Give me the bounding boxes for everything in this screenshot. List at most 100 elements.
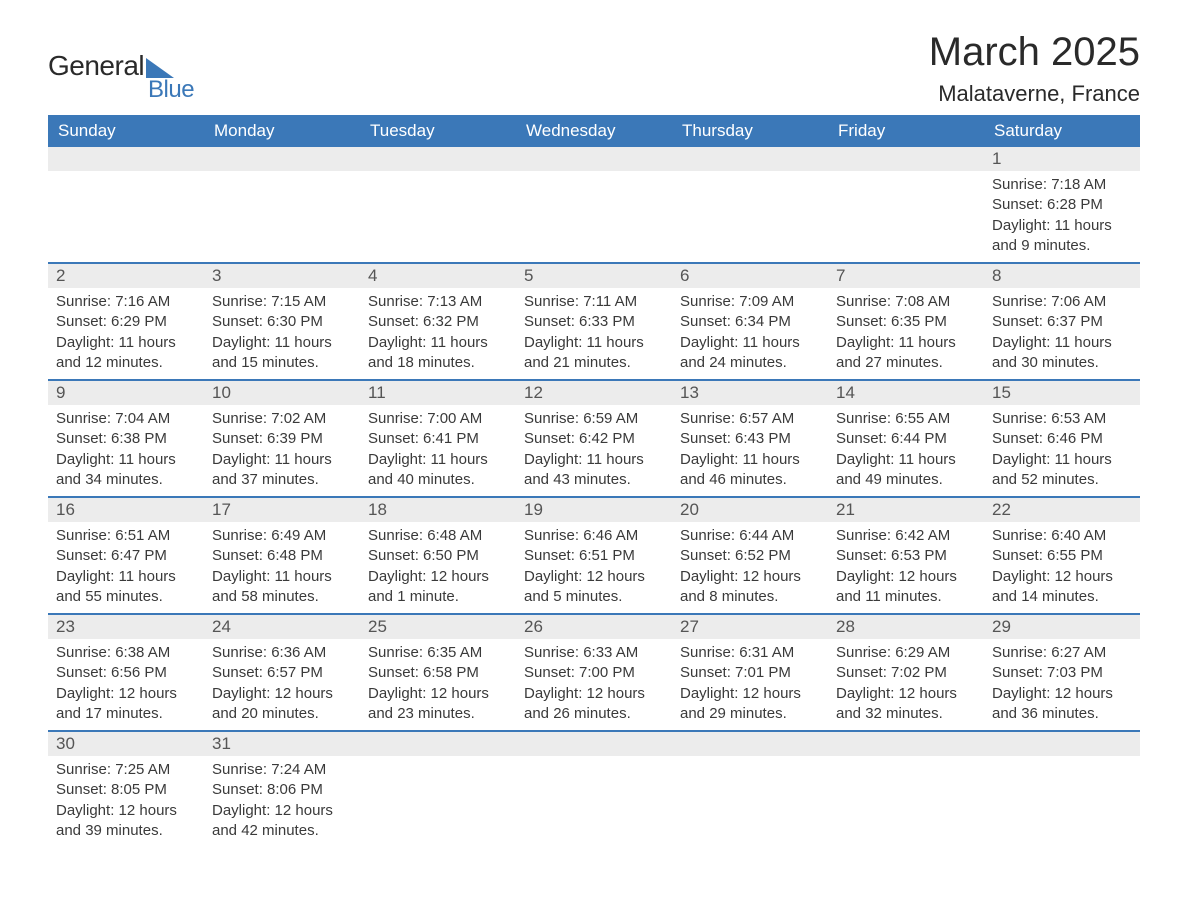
day-line: Sunrise: 7:08 AM [836, 292, 976, 312]
day-line: Sunrise: 7:15 AM [212, 292, 352, 312]
day-body: Sunrise: 7:06 AMSunset: 6:37 PMDaylight:… [984, 288, 1140, 379]
day-number: 4 [360, 264, 516, 288]
day-body: Sunrise: 6:31 AMSunset: 7:01 PMDaylight:… [672, 639, 828, 730]
weekday-header: Saturday [984, 115, 1140, 147]
day-line: Daylight: 11 hours and 18 minutes. [368, 333, 508, 374]
day-line: Sunset: 6:57 PM [212, 663, 352, 683]
day-body: Sunrise: 6:48 AMSunset: 6:50 PMDaylight:… [360, 522, 516, 613]
day-line: Sunset: 6:50 PM [368, 546, 508, 566]
day-number: 18 [360, 498, 516, 522]
calendar-week-row: 2Sunrise: 7:16 AMSunset: 6:29 PMDaylight… [48, 263, 1140, 380]
day-body: Sunrise: 7:15 AMSunset: 6:30 PMDaylight:… [204, 288, 360, 379]
calendar-day-cell [672, 731, 828, 847]
day-body: Sunrise: 7:18 AMSunset: 6:28 PMDaylight:… [984, 171, 1140, 262]
day-line: Sunset: 8:06 PM [212, 780, 352, 800]
day-number [984, 732, 1140, 756]
day-line: Sunrise: 6:57 AM [680, 409, 820, 429]
day-line: Sunrise: 7:04 AM [56, 409, 196, 429]
weekday-header-row: Sunday Monday Tuesday Wednesday Thursday… [48, 115, 1140, 147]
day-number: 29 [984, 615, 1140, 639]
day-line: Sunrise: 6:35 AM [368, 643, 508, 663]
day-line: Sunset: 7:02 PM [836, 663, 976, 683]
day-line: Sunset: 6:43 PM [680, 429, 820, 449]
calendar-day-cell: 25Sunrise: 6:35 AMSunset: 6:58 PMDayligh… [360, 614, 516, 731]
day-line: Daylight: 12 hours and 1 minute. [368, 567, 508, 608]
day-number [828, 732, 984, 756]
day-line: Sunset: 7:00 PM [524, 663, 664, 683]
day-number [516, 732, 672, 756]
day-line: Sunrise: 6:51 AM [56, 526, 196, 546]
calendar-day-cell [984, 731, 1140, 847]
day-line: Daylight: 11 hours and 55 minutes. [56, 567, 196, 608]
day-line: Sunset: 6:41 PM [368, 429, 508, 449]
day-line: Sunset: 6:38 PM [56, 429, 196, 449]
day-number [48, 147, 204, 171]
day-number: 9 [48, 381, 204, 405]
day-body: Sunrise: 7:24 AMSunset: 8:06 PMDaylight:… [204, 756, 360, 847]
day-line: Sunrise: 6:49 AM [212, 526, 352, 546]
day-number: 21 [828, 498, 984, 522]
day-line: Daylight: 12 hours and 17 minutes. [56, 684, 196, 725]
calendar-day-cell: 24Sunrise: 6:36 AMSunset: 6:57 PMDayligh… [204, 614, 360, 731]
day-number [672, 147, 828, 171]
day-body [516, 756, 672, 776]
day-line: Daylight: 11 hours and 58 minutes. [212, 567, 352, 608]
day-line: Sunset: 7:01 PM [680, 663, 820, 683]
calendar-day-cell: 31Sunrise: 7:24 AMSunset: 8:06 PMDayligh… [204, 731, 360, 847]
calendar-day-cell: 9Sunrise: 7:04 AMSunset: 6:38 PMDaylight… [48, 380, 204, 497]
day-line: Daylight: 11 hours and 12 minutes. [56, 333, 196, 374]
day-line: Sunset: 6:52 PM [680, 546, 820, 566]
calendar-day-cell: 21Sunrise: 6:42 AMSunset: 6:53 PMDayligh… [828, 497, 984, 614]
day-line: Sunset: 6:47 PM [56, 546, 196, 566]
day-body: Sunrise: 7:25 AMSunset: 8:05 PMDaylight:… [48, 756, 204, 847]
calendar-day-cell: 8Sunrise: 7:06 AMSunset: 6:37 PMDaylight… [984, 263, 1140, 380]
calendar-day-cell: 29Sunrise: 6:27 AMSunset: 7:03 PMDayligh… [984, 614, 1140, 731]
day-number: 5 [516, 264, 672, 288]
calendar-day-cell: 13Sunrise: 6:57 AMSunset: 6:43 PMDayligh… [672, 380, 828, 497]
day-number: 14 [828, 381, 984, 405]
day-line: Daylight: 12 hours and 42 minutes. [212, 801, 352, 842]
day-body [828, 171, 984, 191]
day-body [360, 171, 516, 191]
day-line: Sunrise: 6:48 AM [368, 526, 508, 546]
day-number: 19 [516, 498, 672, 522]
day-body [984, 756, 1140, 776]
calendar-day-cell: 2Sunrise: 7:16 AMSunset: 6:29 PMDaylight… [48, 263, 204, 380]
calendar-day-cell: 27Sunrise: 6:31 AMSunset: 7:01 PMDayligh… [672, 614, 828, 731]
calendar-day-cell [672, 147, 828, 263]
day-number: 24 [204, 615, 360, 639]
calendar-day-cell: 6Sunrise: 7:09 AMSunset: 6:34 PMDaylight… [672, 263, 828, 380]
day-line: Sunset: 6:30 PM [212, 312, 352, 332]
day-body: Sunrise: 6:40 AMSunset: 6:55 PMDaylight:… [984, 522, 1140, 613]
logo-text-general: General [48, 50, 144, 82]
day-body: Sunrise: 7:09 AMSunset: 6:34 PMDaylight:… [672, 288, 828, 379]
calendar-body: 1Sunrise: 7:18 AMSunset: 6:28 PMDaylight… [48, 147, 1140, 847]
day-body [516, 171, 672, 191]
location: Malataverne, France [929, 81, 1140, 107]
day-line: Sunset: 6:53 PM [836, 546, 976, 566]
day-body: Sunrise: 6:38 AMSunset: 6:56 PMDaylight:… [48, 639, 204, 730]
day-number: 13 [672, 381, 828, 405]
day-line: Sunrise: 6:27 AM [992, 643, 1132, 663]
day-line: Sunrise: 7:06 AM [992, 292, 1132, 312]
day-line: Sunrise: 7:16 AM [56, 292, 196, 312]
day-line: Sunset: 6:34 PM [680, 312, 820, 332]
day-line: Sunset: 6:32 PM [368, 312, 508, 332]
day-body [204, 171, 360, 191]
calendar-day-cell: 23Sunrise: 6:38 AMSunset: 6:56 PMDayligh… [48, 614, 204, 731]
day-number: 25 [360, 615, 516, 639]
calendar-day-cell: 30Sunrise: 7:25 AMSunset: 8:05 PMDayligh… [48, 731, 204, 847]
day-number [672, 732, 828, 756]
calendar-week-row: 1Sunrise: 7:18 AMSunset: 6:28 PMDaylight… [48, 147, 1140, 263]
day-line: Sunrise: 6:29 AM [836, 643, 976, 663]
day-number [516, 147, 672, 171]
calendar-table: Sunday Monday Tuesday Wednesday Thursday… [48, 115, 1140, 847]
day-line: Daylight: 11 hours and 27 minutes. [836, 333, 976, 374]
calendar-day-cell [360, 147, 516, 263]
day-line: Sunrise: 7:13 AM [368, 292, 508, 312]
day-line: Sunrise: 6:53 AM [992, 409, 1132, 429]
calendar-day-cell: 1Sunrise: 7:18 AMSunset: 6:28 PMDaylight… [984, 147, 1140, 263]
day-line: Sunrise: 6:40 AM [992, 526, 1132, 546]
day-line: Daylight: 12 hours and 11 minutes. [836, 567, 976, 608]
day-number: 22 [984, 498, 1140, 522]
